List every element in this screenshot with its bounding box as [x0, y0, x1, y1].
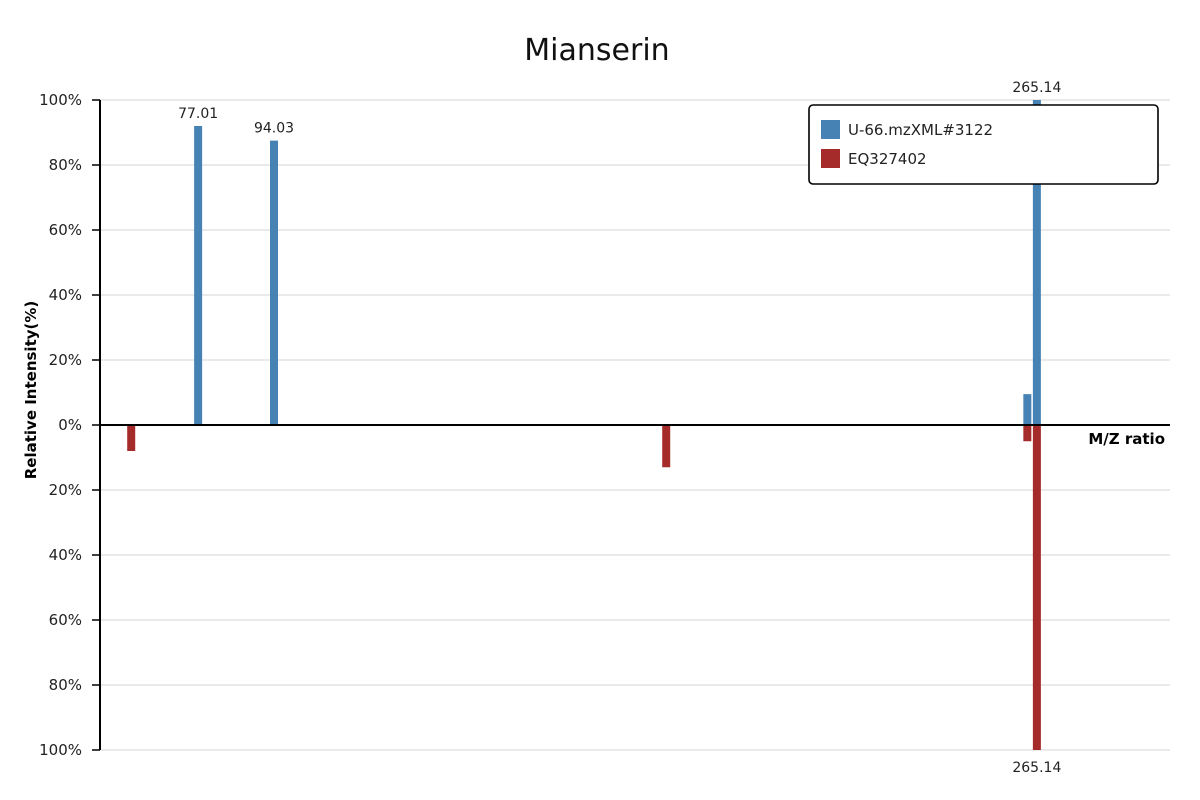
peak-label: 94.03 [254, 121, 294, 137]
spectrum-bar [270, 140, 279, 425]
y-tick-labels: 100% 80% 60% 40% 20% 0% 20% 40% 60% 80% 100% [39, 91, 100, 759]
legend-swatch-u66 [821, 120, 840, 139]
legend: U-66.mzXML#3122 EQ327402 [808, 104, 1159, 185]
spectrum-bar [1023, 425, 1032, 442]
spectrum-bar [1032, 100, 1041, 425]
y-tick-label: 80% [49, 676, 82, 694]
y-tick-label: 100% [39, 741, 82, 759]
peak-label: 77.01 [178, 106, 218, 122]
y-tick-label: 40% [49, 286, 82, 304]
legend-box [808, 104, 1159, 185]
y-axis-title: Relative Intensity(%) [22, 301, 40, 480]
y-tick-label: 0% [58, 416, 82, 434]
y-tick-label: 20% [49, 351, 82, 369]
grid-lines [100, 99, 1170, 751]
spectrum-bar [127, 425, 136, 451]
y-tick-label: 60% [49, 611, 82, 629]
spectrum-bar [662, 425, 671, 468]
spectrum-bar [1023, 394, 1032, 425]
spectrum-bars [127, 100, 1041, 750]
y-tick-label: 60% [49, 221, 82, 239]
y-tick-label: 40% [49, 546, 82, 564]
y-tick-label: 20% [49, 481, 82, 499]
legend-label-eq327402: EQ327402 [848, 150, 927, 168]
y-tick-label: 80% [49, 156, 82, 174]
legend-swatch-eq327402 [821, 149, 840, 168]
spectrum-bar [194, 126, 203, 425]
x-axis-title: M/Z ratio [1088, 430, 1165, 448]
spectrum-bar [1032, 425, 1041, 750]
y-tick-label: 100% [39, 91, 82, 109]
peak-label: 265.14 [1012, 760, 1061, 776]
peak-labels: 77.01 94.03 265.14 265.14 [178, 80, 1061, 776]
chart-title: Mianserin [524, 33, 669, 68]
legend-label-u66: U-66.mzXML#3122 [848, 121, 993, 139]
peak-label: 265.14 [1012, 80, 1061, 96]
